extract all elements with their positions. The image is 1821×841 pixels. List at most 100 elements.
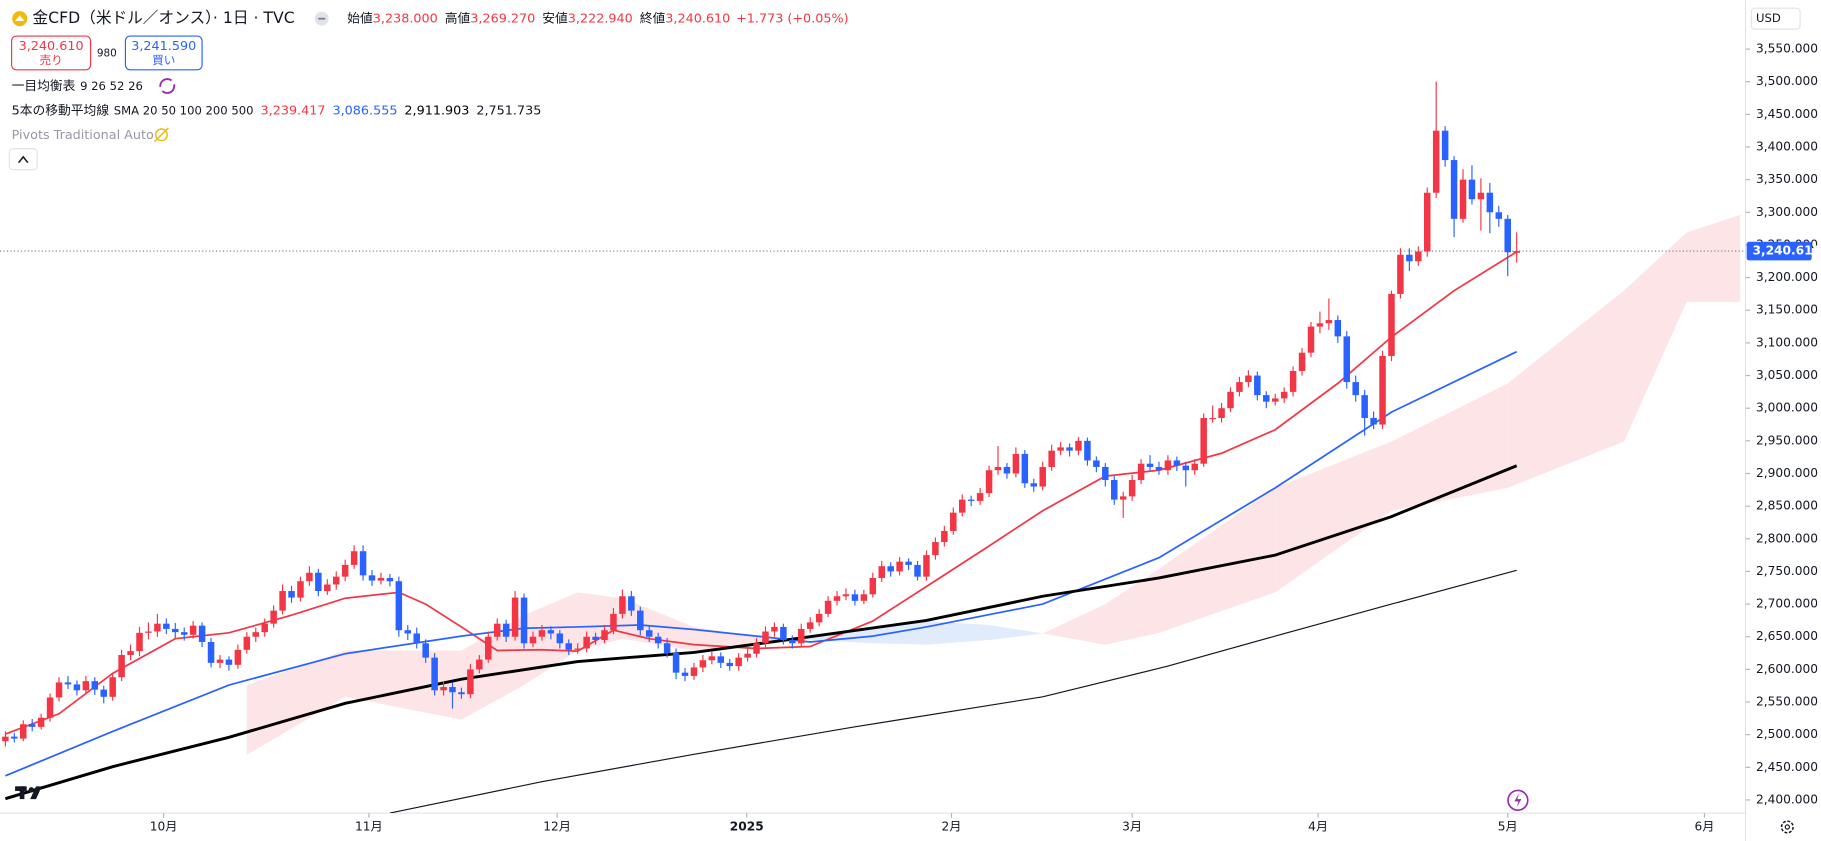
candle-body — [932, 542, 939, 556]
candle-body — [109, 677, 116, 697]
candle-body — [976, 493, 984, 501]
y-tick-label: 3,300.000 — [1756, 205, 1818, 219]
x-tick-label: 4月 — [1308, 819, 1328, 833]
y-tick-label: 3,200.000 — [1756, 270, 1818, 284]
candle-body — [395, 581, 403, 631]
candle-body — [1486, 192, 1494, 213]
candle-body — [1227, 391, 1234, 409]
y-tick-label: 3,050.000 — [1756, 368, 1818, 382]
candle-body — [1415, 251, 1422, 262]
candle-body — [91, 681, 99, 690]
candle-body — [1173, 460, 1181, 466]
candle-body — [476, 659, 483, 670]
candle-body — [493, 623, 501, 637]
candle-body — [1513, 251, 1520, 253]
y-tick-label: 3,500.000 — [1756, 74, 1818, 88]
events-glyph — [1514, 793, 1522, 808]
collapse-legend-glyph — [17, 155, 29, 164]
candle-body — [1316, 323, 1324, 327]
candle-body — [1459, 179, 1467, 219]
candle-body — [404, 630, 412, 634]
indicator-value: 2,751.735 — [476, 103, 541, 118]
candle-body — [1263, 395, 1270, 402]
currency-button[interactable] — [1750, 7, 1801, 30]
ohlc-label: 終値 — [640, 10, 666, 26]
cloud-segment — [926, 621, 990, 645]
x-tick-label: 6月 — [1694, 819, 1714, 833]
candle-body — [967, 499, 975, 501]
buy-button[interactable] — [124, 35, 203, 71]
hidden-icon[interactable] — [153, 127, 169, 143]
ohlc-value: 3,240.610 — [665, 11, 730, 26]
candle-body — [887, 566, 894, 572]
candle-body — [413, 633, 420, 644]
cloud-segment — [1507, 290, 1624, 488]
indicator-sma[interactable]: 5本の移動平均線 SMA 20 50 100 200 500 3,239.417 3,… — [12, 102, 542, 118]
cloud-segment — [989, 624, 1043, 641]
cloud-segment — [577, 592, 623, 651]
settings-button[interactable] — [1780, 820, 1794, 834]
candle-body — [905, 561, 912, 565]
candle-body — [592, 636, 599, 641]
candle-body — [82, 681, 90, 691]
candle-body — [842, 594, 850, 597]
sell-label: 売り — [39, 53, 62, 67]
candle-body — [288, 591, 295, 598]
candle-body — [440, 687, 447, 691]
candle-body — [1200, 417, 1207, 464]
candle-body — [1307, 326, 1315, 353]
y-tick-label: 3,100.000 — [1756, 335, 1818, 349]
indicator-pivots[interactable]: Pivots Traditional Auto — [12, 127, 154, 142]
candle-body — [1325, 320, 1333, 324]
candle-body — [1388, 293, 1395, 356]
x-tick-label: 5月 — [1498, 819, 1518, 833]
candle-body — [306, 572, 313, 582]
candle-body — [297, 581, 304, 598]
y-tick-label: 2,500.000 — [1756, 727, 1818, 741]
candle-body — [502, 623, 510, 637]
candle-body — [914, 564, 921, 577]
indicator-ichimoku[interactable]: 一目均衡表 9 26 52 26 — [12, 79, 143, 94]
candle-body — [1254, 375, 1261, 396]
indicator-value: 3,239.417 — [261, 103, 326, 118]
candle-body — [520, 597, 528, 644]
candle-body — [28, 724, 36, 727]
indicator-name: 一目均衡表 — [12, 79, 76, 94]
candle-body — [1397, 254, 1404, 294]
candle-body — [1218, 408, 1225, 418]
candle-body — [2, 736, 9, 742]
candle-body — [46, 697, 54, 718]
collapse-legend-button[interactable] — [8, 148, 38, 171]
candle-body — [896, 561, 903, 572]
candle-body — [118, 655, 125, 678]
y-tick-label: 2,400.000 — [1756, 792, 1818, 806]
candle-body — [1030, 483, 1038, 487]
candle-body — [1423, 192, 1431, 252]
y-tick-label: 2,850.000 — [1756, 499, 1818, 513]
sell-price: 3,240.610 — [19, 39, 84, 54]
candle-body — [645, 630, 653, 637]
moving-average-line — [4, 464, 1518, 801]
candle-body — [690, 667, 698, 676]
sell-button[interactable] — [11, 35, 92, 71]
indicator-loading-icon — [159, 78, 176, 94]
candle-body — [735, 657, 742, 667]
candle-body — [341, 564, 349, 577]
candle-body — [1075, 440, 1082, 451]
moving-average-line — [389, 569, 1517, 814]
cloud-segment — [1158, 487, 1276, 633]
candle-body — [1209, 417, 1216, 420]
indicator-name: Pivots Traditional Auto — [12, 127, 154, 142]
x-tick-label: 2025 — [730, 819, 764, 833]
candle-body — [315, 572, 322, 592]
candle-body — [699, 660, 707, 668]
candle-body — [815, 613, 823, 623]
y-tick-label: 2,900.000 — [1756, 466, 1818, 480]
y-tick-label: 2,750.000 — [1756, 564, 1818, 578]
candle-body — [985, 470, 993, 494]
candle-body — [449, 687, 456, 693]
candle-body — [1504, 218, 1511, 253]
indicator-value: 2,911.903 — [404, 103, 469, 118]
candle-body — [941, 530, 948, 543]
candle-body — [824, 600, 832, 614]
